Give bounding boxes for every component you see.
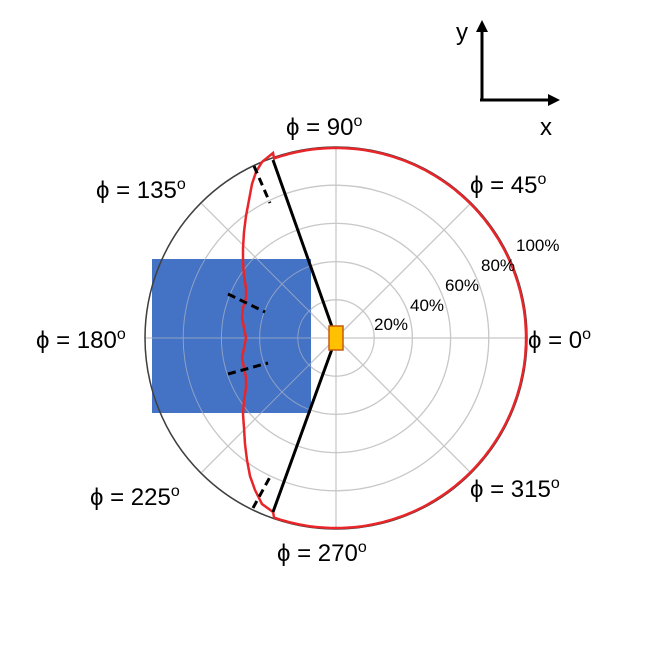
angle-label-315: ϕ = 315o [470,475,560,503]
angle-label-90: ϕ = 90o [286,113,363,141]
ring-label-80: 80% [481,256,515,275]
source-element [328,325,344,351]
grid-spoke [200,337,337,474]
angle-labels: ϕ = 0o ϕ = 45o ϕ = 90o ϕ = 135o ϕ = 180o… [36,113,591,567]
ring-label-40: 40% [410,296,444,315]
boundary-line-lower [271,337,338,513]
ring-label-60: 60% [445,276,479,295]
angle-label-180: ϕ = 180o [36,326,126,354]
y-axis-letter: y [456,19,468,46]
x-arrow-head [548,94,560,106]
angle-label-135: ϕ = 135o [96,176,186,204]
grid-spoke [200,202,337,339]
dashed-marker-225 [251,476,272,509]
y-arrow-head [476,20,488,32]
grid-spoke [335,202,472,339]
angle-label-45: ϕ = 45o [470,171,547,199]
dashed-marker-135 [252,165,272,204]
ring-label-100: 100% [516,236,559,255]
boundary-line-upper [271,159,338,339]
angle-label-0: ϕ = 0o [528,326,591,354]
grid-spoke [335,337,472,474]
blocker-rectangle [152,259,311,413]
dashed-marker-165 [227,292,266,314]
axis-indicator: y x [456,19,560,141]
x-axis-letter: x [540,114,552,141]
angle-label-225: ϕ = 225o [90,483,180,511]
radiation-pattern-curve [240,146,528,530]
dashed-marker-195 [227,361,269,376]
angle-label-270: ϕ = 270o [277,539,367,567]
ring-labels: 20% 40% 60% 80% 100% [374,236,559,334]
ring-label-20: 20% [374,315,408,334]
